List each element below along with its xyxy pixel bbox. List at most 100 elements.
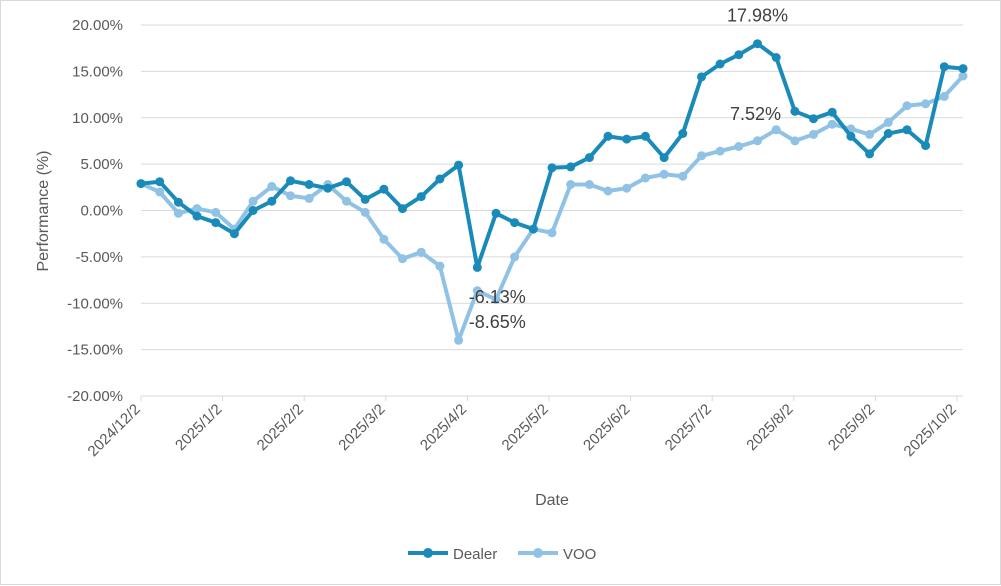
data-point xyxy=(304,180,314,189)
legend: Dealer VOO xyxy=(408,546,596,563)
data-point xyxy=(753,39,762,49)
series-dealer xyxy=(136,39,968,272)
y-tick-label: -5.00% xyxy=(75,249,123,266)
data-point xyxy=(883,117,893,127)
data-point xyxy=(416,247,426,257)
data-point xyxy=(771,53,781,62)
data-point xyxy=(659,153,669,163)
data-point xyxy=(734,142,744,151)
data-point xyxy=(921,141,931,151)
data-point xyxy=(790,106,800,116)
y-tick-label: 15.00% xyxy=(72,63,123,80)
data-point xyxy=(584,180,594,189)
series-line-voo xyxy=(140,74,965,343)
data-point xyxy=(640,173,650,183)
data-point xyxy=(323,183,333,193)
data-point xyxy=(902,125,912,135)
data-point xyxy=(528,224,538,234)
y-tick-label: 5.00% xyxy=(80,156,123,173)
data-point xyxy=(902,101,912,111)
data-point xyxy=(304,193,314,203)
data-point xyxy=(715,146,725,156)
data-point xyxy=(603,186,613,196)
data-point xyxy=(416,192,426,202)
y-tick-label: 0.00% xyxy=(80,203,123,220)
data-point xyxy=(510,252,520,262)
data-point xyxy=(229,229,239,239)
data-point xyxy=(790,136,800,146)
data-point xyxy=(379,184,389,194)
x-axis-title: Date xyxy=(535,492,569,509)
data-point xyxy=(865,129,875,139)
data-point xyxy=(547,163,557,173)
series-lines xyxy=(136,39,968,345)
data-point xyxy=(827,107,837,117)
x-tick-label: 2025/1/2 xyxy=(172,401,225,454)
data-point xyxy=(211,218,221,228)
data-point xyxy=(248,196,258,206)
data-point xyxy=(734,50,744,60)
data-point xyxy=(267,181,277,191)
data-point xyxy=(678,171,688,181)
data-point xyxy=(865,149,875,159)
data-point xyxy=(211,207,221,217)
data-label: -8.65% xyxy=(469,312,526,332)
data-point xyxy=(958,64,968,74)
y-tick-label: -20.00% xyxy=(67,388,123,405)
data-point xyxy=(883,129,893,138)
y-axis-title: Performance (%) xyxy=(35,151,52,272)
data-point xyxy=(360,207,370,217)
x-tick-label: 2025/3/2 xyxy=(335,401,388,454)
x-tick-label: 2025/5/2 xyxy=(499,401,552,454)
data-point xyxy=(622,183,632,193)
data-point xyxy=(155,177,165,187)
data-point xyxy=(342,177,351,187)
x-tick-label: 2024/12/2 xyxy=(85,401,144,460)
data-point xyxy=(192,204,202,214)
legend-item-dealer: Dealer xyxy=(408,546,497,563)
data-point xyxy=(136,179,146,189)
legend-label: VOO xyxy=(563,546,596,563)
x-axis-ticks: 2024/12/2 2025/1/2 2025/2/2 2025/3/2 2025/4/… xyxy=(85,396,960,460)
data-point xyxy=(510,218,520,228)
x-tick-label: 2025/4/2 xyxy=(417,401,470,454)
x-tick-label: 2025/8/2 xyxy=(743,401,796,454)
data-point xyxy=(286,176,295,186)
data-point xyxy=(566,162,576,172)
y-tick-label: 20.00% xyxy=(72,17,123,34)
data-point xyxy=(248,206,258,215)
y-tick-label: 10.00% xyxy=(72,110,123,127)
y-axis-ticks: 20.00% 15.00% 10.00% 5.00% 0.00% -5.00% -10.00… xyxy=(67,17,123,405)
data-point xyxy=(846,131,856,141)
data-point xyxy=(192,211,202,221)
data-point xyxy=(360,194,370,204)
data-point xyxy=(472,262,482,272)
y-tick-label: -10.00% xyxy=(67,295,123,312)
data-point xyxy=(678,129,688,138)
data-point xyxy=(173,208,183,218)
data-point xyxy=(584,153,594,163)
data-point xyxy=(939,91,949,101)
x-tick-label: 2025/7/2 xyxy=(662,401,715,454)
x-tick-label: 2025/9/2 xyxy=(825,401,878,454)
data-point xyxy=(697,151,706,161)
data-point xyxy=(173,197,183,207)
data-label: -6.13% xyxy=(469,287,526,307)
data-point xyxy=(809,114,818,124)
data-point xyxy=(155,187,165,197)
data-point xyxy=(267,196,277,206)
data-point xyxy=(753,136,762,146)
data-label: 17.98% xyxy=(727,6,788,26)
x-tick-label: 2025/10/2 xyxy=(901,401,960,460)
data-point xyxy=(547,228,557,238)
gridlines xyxy=(141,24,963,397)
data-point xyxy=(398,204,407,214)
data-point xyxy=(771,125,781,135)
data-point xyxy=(697,72,706,82)
data-point xyxy=(435,261,445,271)
data-point xyxy=(715,59,725,69)
legend-swatch-marker xyxy=(423,548,433,558)
data-point xyxy=(398,254,407,264)
data-point xyxy=(472,286,482,296)
